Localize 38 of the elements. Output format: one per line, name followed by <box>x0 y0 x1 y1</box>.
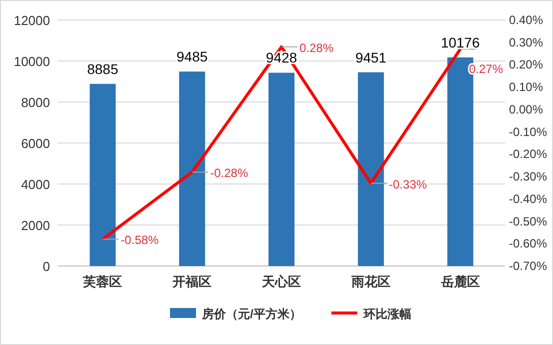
y2-tick-label: -0.60% <box>509 236 548 251</box>
y2-tick-label: -0.10% <box>509 124 548 139</box>
data-label: 0.28% <box>300 40 334 55</box>
bar <box>179 72 206 266</box>
x-tick-label: 开福区 <box>172 274 212 289</box>
data-label: 10176 <box>440 34 480 50</box>
bar <box>268 72 294 266</box>
bar <box>358 72 384 266</box>
x-tick-label: 岳麓区 <box>440 274 480 289</box>
y-tick-label: 12000 <box>14 13 50 28</box>
y2-tick-label: 0.00% <box>509 102 544 116</box>
x-tick-label: 芙蓉区 <box>82 274 122 289</box>
data-label: -0.28% <box>210 166 248 180</box>
y-tick-label: 10000 <box>14 54 50 69</box>
y-tick-label: 4000 <box>21 177 50 192</box>
data-label: -0.33% <box>388 177 428 192</box>
y2-tick-label: -0.20% <box>509 147 548 162</box>
y2-tick-label: 0.30% <box>509 35 544 50</box>
legend-label: 环比涨幅 <box>362 307 412 321</box>
y-tick-label: 0 <box>42 259 50 274</box>
y2-tick-label: -0.30% <box>509 170 548 184</box>
y2-tick-label: 0.40% <box>509 13 544 27</box>
data-label: 9451 <box>355 49 387 66</box>
y2-tick-label: 0.10% <box>509 80 544 94</box>
data-label: 9485 <box>176 48 208 65</box>
y-tick-label: 6000 <box>21 136 50 151</box>
legend-label: 房价（元/平方米） <box>201 307 302 321</box>
data-label: 8885 <box>87 60 118 77</box>
x-tick-label: 雨花区 <box>350 274 390 289</box>
y-tick-label: 2000 <box>21 218 50 233</box>
bar <box>90 84 116 266</box>
x-tick-label: 天心区 <box>261 274 301 289</box>
y2-tick-label: 0.20% <box>509 58 544 72</box>
data-label: -0.58% <box>120 233 160 248</box>
y2-tick-label: -0.50% <box>509 214 548 228</box>
y2-tick-label: -0.40% <box>509 192 548 206</box>
y2-tick-label: -0.70% <box>509 259 548 273</box>
y-tick-label: 8000 <box>21 95 50 110</box>
